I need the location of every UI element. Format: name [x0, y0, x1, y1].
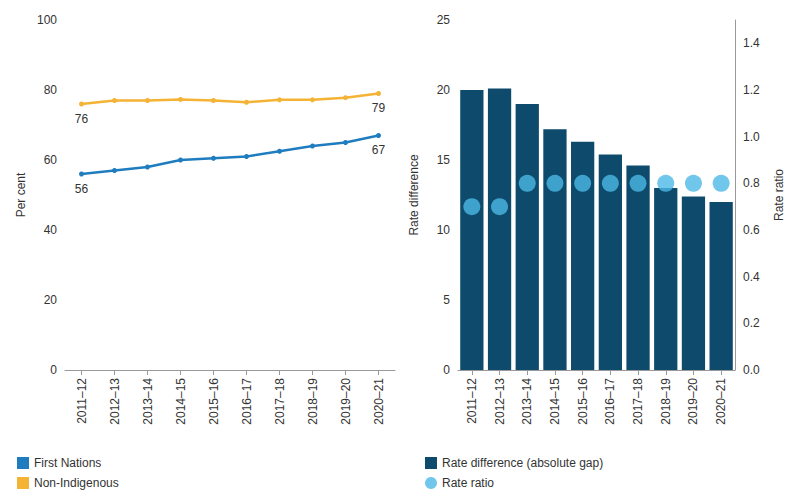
svg-text:2017–18: 2017–18	[631, 378, 645, 425]
svg-text:79: 79	[372, 101, 386, 115]
svg-text:1.0: 1.0	[743, 130, 760, 144]
svg-text:2016–17: 2016–17	[603, 378, 617, 425]
svg-text:First Nations: First Nations	[34, 456, 101, 470]
svg-text:56: 56	[75, 182, 89, 196]
svg-text:67: 67	[372, 143, 386, 157]
svg-text:0.4: 0.4	[743, 270, 760, 284]
svg-text:15: 15	[437, 153, 451, 167]
svg-text:5: 5	[443, 293, 450, 307]
svg-text:0.6: 0.6	[743, 223, 760, 237]
svg-text:0.0: 0.0	[743, 363, 760, 377]
svg-text:2019–20: 2019–20	[686, 378, 700, 425]
svg-text:20: 20	[44, 293, 58, 307]
svg-text:2020–21: 2020–21	[714, 378, 728, 425]
svg-text:60: 60	[44, 153, 58, 167]
svg-text:2015–16: 2015–16	[576, 378, 590, 425]
svg-text:20: 20	[437, 83, 451, 97]
svg-text:1.2: 1.2	[743, 83, 760, 97]
svg-text:Rate ratio: Rate ratio	[442, 476, 494, 490]
svg-text:76: 76	[75, 112, 89, 126]
svg-text:Rate ratio: Rate ratio	[772, 169, 786, 221]
svg-text:2012–13: 2012–13	[108, 378, 122, 425]
svg-text:2019–20: 2019–20	[339, 378, 353, 425]
svg-text:100: 100	[37, 13, 57, 27]
svg-text:Non-Indigenous: Non-Indigenous	[34, 476, 119, 490]
svg-text:25: 25	[437, 13, 451, 27]
svg-text:2014–15: 2014–15	[548, 378, 562, 425]
svg-text:Rate difference: Rate difference	[407, 154, 421, 235]
svg-text:2017–18: 2017–18	[273, 378, 287, 425]
svg-text:0.2: 0.2	[743, 316, 760, 330]
svg-text:40: 40	[44, 223, 58, 237]
svg-text:2018–19: 2018–19	[306, 378, 320, 425]
svg-text:0: 0	[443, 363, 450, 377]
svg-text:2015–16: 2015–16	[207, 378, 221, 425]
svg-text:2014–15: 2014–15	[174, 378, 188, 425]
svg-text:Rate difference (absolute gap): Rate difference (absolute gap)	[442, 456, 603, 470]
svg-text:2013–14: 2013–14	[520, 378, 534, 425]
svg-text:2011–12: 2011–12	[465, 378, 479, 424]
svg-text:2012–13: 2012–13	[493, 378, 507, 425]
svg-text:2020–21: 2020–21	[372, 378, 386, 425]
svg-text:2016–17: 2016–17	[240, 378, 254, 425]
svg-text:10: 10	[437, 223, 451, 237]
svg-text:1.4: 1.4	[743, 36, 760, 50]
svg-text:Per cent: Per cent	[14, 172, 28, 217]
svg-text:80: 80	[44, 83, 58, 97]
svg-text:2011–12: 2011–12	[75, 378, 89, 424]
svg-text:2018–19: 2018–19	[659, 378, 673, 425]
svg-text:0.8: 0.8	[743, 176, 760, 190]
svg-text:0: 0	[50, 363, 57, 377]
svg-text:2013–14: 2013–14	[141, 378, 155, 425]
